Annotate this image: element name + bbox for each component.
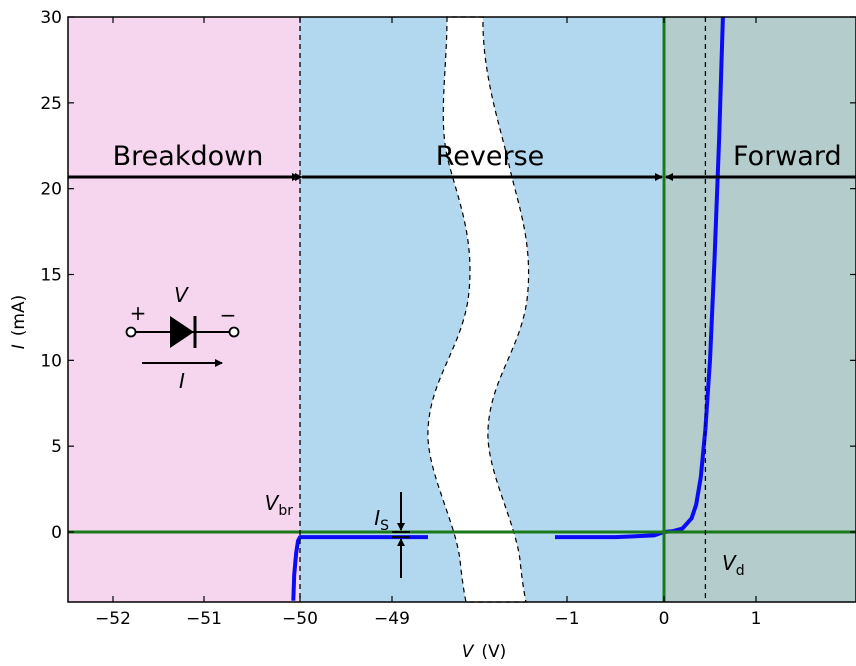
x-axis-var: V xyxy=(462,642,475,662)
x-tick-label: −49 xyxy=(374,609,410,629)
x-tick-label: −50 xyxy=(282,609,318,629)
region-breakdown xyxy=(68,17,300,602)
vd-label-sub: d xyxy=(736,563,745,579)
vbr-label: Vbr xyxy=(265,491,294,519)
x-axis-title: V (V) xyxy=(462,642,507,662)
breakdown-label: Breakdown xyxy=(113,141,264,172)
vd-label: Vd xyxy=(722,551,745,579)
y-axis-unit: (mA) xyxy=(9,295,29,336)
saturation-current-annotation xyxy=(392,492,410,578)
iv-curve-segment-0 xyxy=(291,535,428,601)
iv-curve-segment-1 xyxy=(555,530,665,540)
plot-frame xyxy=(67,16,856,603)
diode-plus: + xyxy=(130,301,147,325)
y-tick-label: 25 xyxy=(40,94,62,114)
x-tick-label: −1 xyxy=(554,609,579,629)
diode-minus: − xyxy=(220,303,237,327)
terminal-right-icon xyxy=(228,326,240,338)
vbr-label-main: V xyxy=(265,491,280,515)
vd-label-main: V xyxy=(722,551,737,575)
y-tick-label: 20 xyxy=(40,180,62,200)
is-label-main: I xyxy=(374,506,380,530)
terminal-left-icon xyxy=(125,326,137,338)
series-layer xyxy=(291,17,725,601)
diode-symbol: + − V I xyxy=(125,283,240,393)
x-tick-label: −52 xyxy=(95,609,131,629)
y-axis-var: I xyxy=(9,344,29,349)
y-tick-label: 0 xyxy=(51,523,62,543)
vbr-label-sub: br xyxy=(278,503,293,519)
reverse-label: Reverse xyxy=(436,141,545,172)
y-tick-label: 5 xyxy=(51,437,62,457)
x-tick-label: 1 xyxy=(751,609,762,629)
x-tick-label: 0 xyxy=(659,609,670,629)
diode-triangle-icon xyxy=(170,316,194,348)
y-axis-title: I (mA) xyxy=(9,295,29,349)
iv-curve-segment-2 xyxy=(663,17,725,534)
y-axis-ticks: 0 5 10 15 20 25 30 xyxy=(40,8,856,543)
y-tick-label: 10 xyxy=(40,351,62,371)
is-label: IS xyxy=(374,506,389,534)
x-axis-unit: (V) xyxy=(481,642,506,662)
x-axis-ticks: −52 −51 −50 −49 −1 0 1 xyxy=(95,17,761,629)
is-label-sub: S xyxy=(380,518,389,534)
diode-voltage-label: V xyxy=(174,283,189,307)
diode-current-label: I xyxy=(179,369,185,393)
forward-label: Forward xyxy=(733,141,842,172)
x-tick-label: −51 xyxy=(186,609,222,629)
y-tick-label: 15 xyxy=(40,266,62,286)
y-tick-label: 30 xyxy=(40,8,62,28)
